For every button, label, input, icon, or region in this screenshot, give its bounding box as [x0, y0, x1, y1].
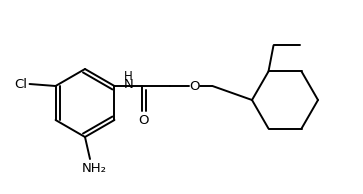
Text: H: H	[124, 70, 133, 83]
Text: O: O	[138, 113, 149, 126]
Text: N: N	[123, 79, 133, 92]
Text: O: O	[189, 80, 200, 93]
Text: NH₂: NH₂	[82, 161, 106, 174]
Text: Cl: Cl	[14, 77, 27, 90]
